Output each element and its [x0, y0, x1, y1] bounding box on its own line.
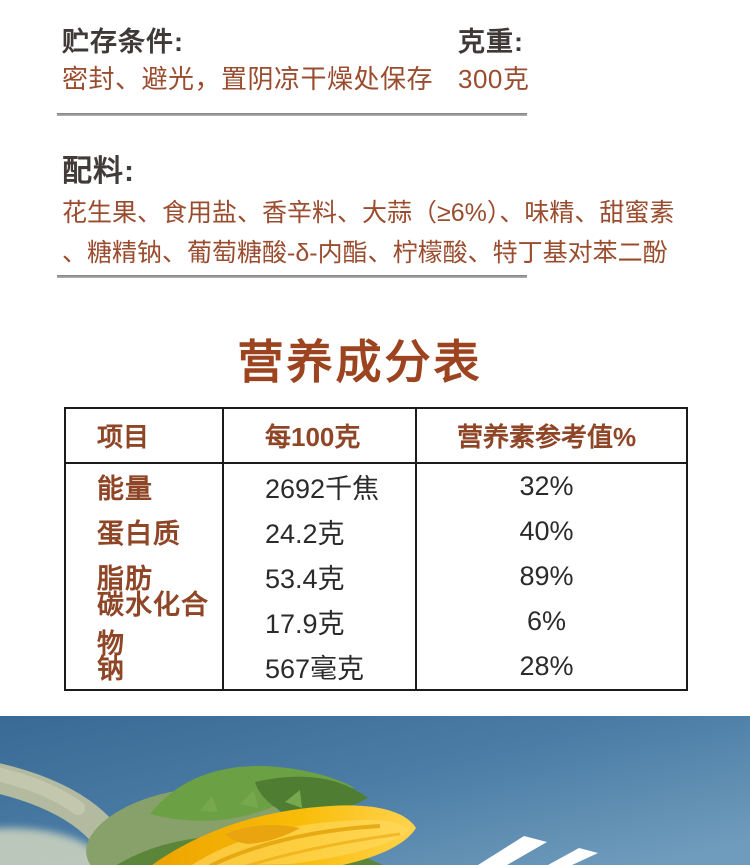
- row-per100g-value: 53.4克: [224, 554, 417, 599]
- table-header-row: 项目 每100克 营养素参考值%: [66, 409, 686, 464]
- row-per100g-value: 17.9克: [224, 599, 417, 644]
- row-per100g-value: 2692千焦: [224, 464, 417, 509]
- row-item-label: 钠: [66, 644, 224, 689]
- sunflower-photo: [0, 716, 750, 865]
- petal-highlight: [191, 820, 410, 865]
- nutrition-facts-title: 营养成分表: [237, 336, 483, 388]
- row-item-label: 蛋白质: [66, 509, 224, 554]
- table-row: 碳水化合物 17.9克 6%: [66, 590, 686, 659]
- white-mark-large: [478, 836, 547, 865]
- petal-crease: [244, 832, 401, 865]
- ingredients-text: 花生果、食用盐、香辛料、大蒜（≥6%）、味精、甜蜜素 、糖精钠、葡萄糖酸-δ-内…: [62, 193, 674, 273]
- net-weight-value: 300克: [458, 64, 530, 94]
- column-header-nrv: 营养素参考值%: [456, 422, 637, 452]
- sepal-curl: [225, 825, 300, 844]
- row-item-label: 脂肪: [66, 554, 224, 599]
- table-row: 能量 2692千焦 32%: [66, 464, 686, 509]
- ingredients-line-1: 花生果、食用盐、香辛料、大蒜（≥6%）、味精、甜蜜素: [62, 199, 675, 227]
- nutrition-facts-table: 项目 每100克 营养素参考值% 能量 2692千焦 32% 蛋白质 24.2克…: [64, 407, 688, 691]
- row-item-label: 碳水化合物: [66, 590, 224, 659]
- section-divider-middle: [57, 275, 527, 278]
- row-nrv-value: 32%: [519, 471, 574, 501]
- row-nrv-value: 40%: [519, 516, 574, 546]
- table-row: 钠 567毫克 28%: [66, 644, 686, 689]
- petal-crease: [209, 824, 381, 865]
- row-nrv-value: 6%: [526, 606, 567, 636]
- row-per100g-value: 567毫克: [224, 644, 417, 689]
- row-nrv-value: 28%: [519, 651, 574, 681]
- sunflower-photo-graphic: [0, 716, 750, 865]
- white-mark-small: [548, 848, 598, 865]
- table-row: 脂肪 53.4克 89%: [66, 554, 686, 599]
- storage-conditions-label: 贮存条件:: [62, 27, 184, 57]
- ingredients-line-2: 、糖精钠、葡萄糖酸-δ-内酯、柠檬酸、特丁基对苯二酚: [62, 239, 668, 267]
- table-row: 蛋白质 24.2克 40%: [66, 509, 686, 554]
- row-item-label: 能量: [66, 464, 224, 509]
- ingredients-label: 配料:: [62, 155, 135, 188]
- column-header-per100g: 每100克: [224, 409, 417, 462]
- section-divider-top: [57, 113, 527, 116]
- net-weight-label: 克重:: [458, 27, 524, 57]
- storage-conditions-value: 密封、避光，置阴凉干燥处保存: [62, 64, 434, 94]
- column-header-item: 项目: [66, 409, 224, 462]
- row-nrv-value: 89%: [519, 561, 574, 591]
- row-per100g-value: 24.2克: [224, 509, 417, 554]
